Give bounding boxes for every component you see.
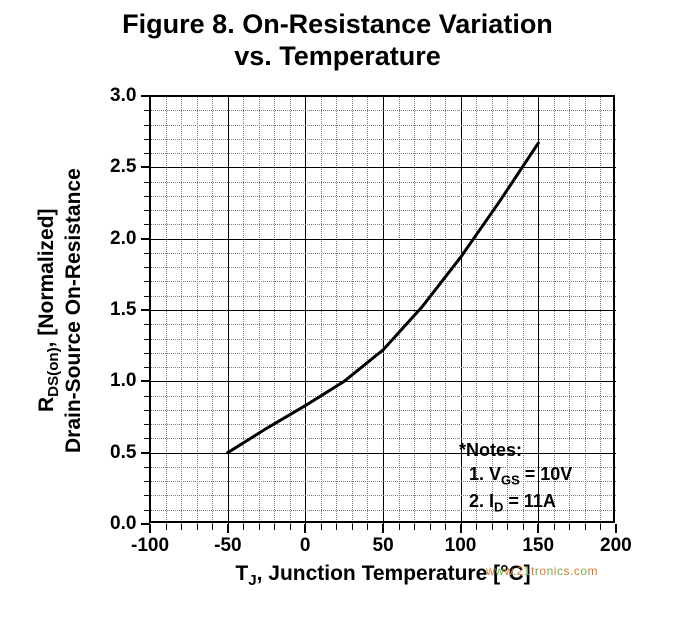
- y-tick-minor: [144, 367, 150, 368]
- x-tick: [227, 524, 229, 533]
- x-tick-minor: [259, 524, 260, 530]
- x-tick-minor: [399, 524, 400, 530]
- y-tick-minor: [144, 438, 150, 439]
- notes-title: *Notes:: [459, 438, 572, 462]
- x-tick-minor: [430, 524, 431, 530]
- x-tick-minor: [243, 524, 244, 530]
- x-tick-minor: [414, 524, 415, 530]
- y-tick: [141, 309, 150, 311]
- figure-title-line2: vs. Temperature: [0, 40, 675, 72]
- y-tick-label: 0.0: [110, 513, 136, 535]
- x-tick-label: -100: [131, 535, 169, 557]
- y-tick-minor: [144, 196, 150, 197]
- x-tick-minor: [600, 524, 601, 530]
- y-tick-minor: [144, 110, 150, 111]
- y-tick-label: 2.5: [110, 156, 136, 178]
- figure-title: Figure 8. On-Resistance Variation vs. Te…: [0, 0, 675, 73]
- x-tick-minor: [212, 524, 213, 530]
- y-tick-minor: [144, 224, 150, 225]
- y-tick: [141, 95, 150, 97]
- x-tick-minor: [352, 524, 353, 530]
- y-tick-minor: [144, 210, 150, 211]
- y-tick-minor: [144, 125, 150, 126]
- y-axis-title-line1: RDS(on), [Normalized]: [35, 208, 62, 412]
- x-tick: [304, 524, 306, 533]
- x-tick-minor: [336, 524, 337, 530]
- x-tick-minor: [445, 524, 446, 530]
- y-tick-minor: [144, 296, 150, 297]
- y-tick: [141, 380, 150, 382]
- y-tick-label: 2.0: [110, 228, 136, 250]
- y-tick-label: 0.5: [110, 442, 136, 464]
- watermark: www.21tronics.com: [486, 564, 598, 578]
- figure-title-line1: Figure 8. On-Resistance Variation: [0, 8, 675, 40]
- x-tick-label: 0: [300, 535, 311, 557]
- x-tick-minor: [367, 524, 368, 530]
- x-tick-minor: [507, 524, 508, 530]
- y-tick: [141, 523, 150, 525]
- y-tick-minor: [144, 510, 150, 511]
- x-tick-minor: [476, 524, 477, 530]
- y-tick-minor: [144, 324, 150, 325]
- x-tick-minor: [492, 524, 493, 530]
- x-tick: [149, 524, 151, 533]
- y-tick-label: 1.0: [110, 370, 136, 392]
- x-tick-minor: [274, 524, 275, 530]
- notes-line1: 1. VGS = 10V: [459, 462, 572, 489]
- x-tick-minor: [197, 524, 198, 530]
- y-tick-minor: [144, 396, 150, 397]
- y-tick-label: 1.5: [110, 299, 136, 321]
- y-tick-minor: [144, 481, 150, 482]
- y-tick-minor: [144, 153, 150, 154]
- x-tick-minor: [181, 524, 182, 530]
- x-tick-minor: [554, 524, 555, 530]
- y-tick-minor: [144, 339, 150, 340]
- y-tick-label: 3.0: [110, 85, 136, 107]
- y-axis-title-line2: Drain-Source On-Resistance: [62, 168, 86, 453]
- x-tick: [460, 524, 462, 533]
- x-tick-minor: [523, 524, 524, 530]
- x-tick-label: 150: [522, 535, 554, 557]
- y-tick-minor: [144, 182, 150, 183]
- x-tick: [537, 524, 539, 533]
- y-tick-minor: [144, 467, 150, 468]
- x-tick-label: 50: [373, 535, 394, 557]
- x-tick-minor: [290, 524, 291, 530]
- y-tick: [141, 238, 150, 240]
- x-tick: [382, 524, 384, 533]
- y-tick-minor: [144, 253, 150, 254]
- y-tick-minor: [144, 495, 150, 496]
- x-tick-minor: [321, 524, 322, 530]
- y-tick: [141, 166, 150, 168]
- chart: *Notes: 1. VGS = 10V 2. ID = 11A RDS(on)…: [0, 78, 675, 642]
- x-tick-minor: [585, 524, 586, 530]
- x-tick: [615, 524, 617, 533]
- y-tick-minor: [144, 353, 150, 354]
- x-tick-label: -50: [214, 535, 241, 557]
- y-tick: [141, 452, 150, 454]
- x-tick-label: 100: [445, 535, 477, 557]
- chart-notes: *Notes: 1. VGS = 10V 2. ID = 11A: [459, 438, 572, 516]
- y-tick-minor: [144, 281, 150, 282]
- y-tick-minor: [144, 410, 150, 411]
- notes-line2: 2. ID = 11A: [459, 489, 572, 516]
- y-tick-minor: [144, 424, 150, 425]
- x-tick-label: 200: [600, 535, 632, 557]
- x-tick-minor: [166, 524, 167, 530]
- y-tick-minor: [144, 267, 150, 268]
- x-tick-minor: [569, 524, 570, 530]
- y-tick-minor: [144, 139, 150, 140]
